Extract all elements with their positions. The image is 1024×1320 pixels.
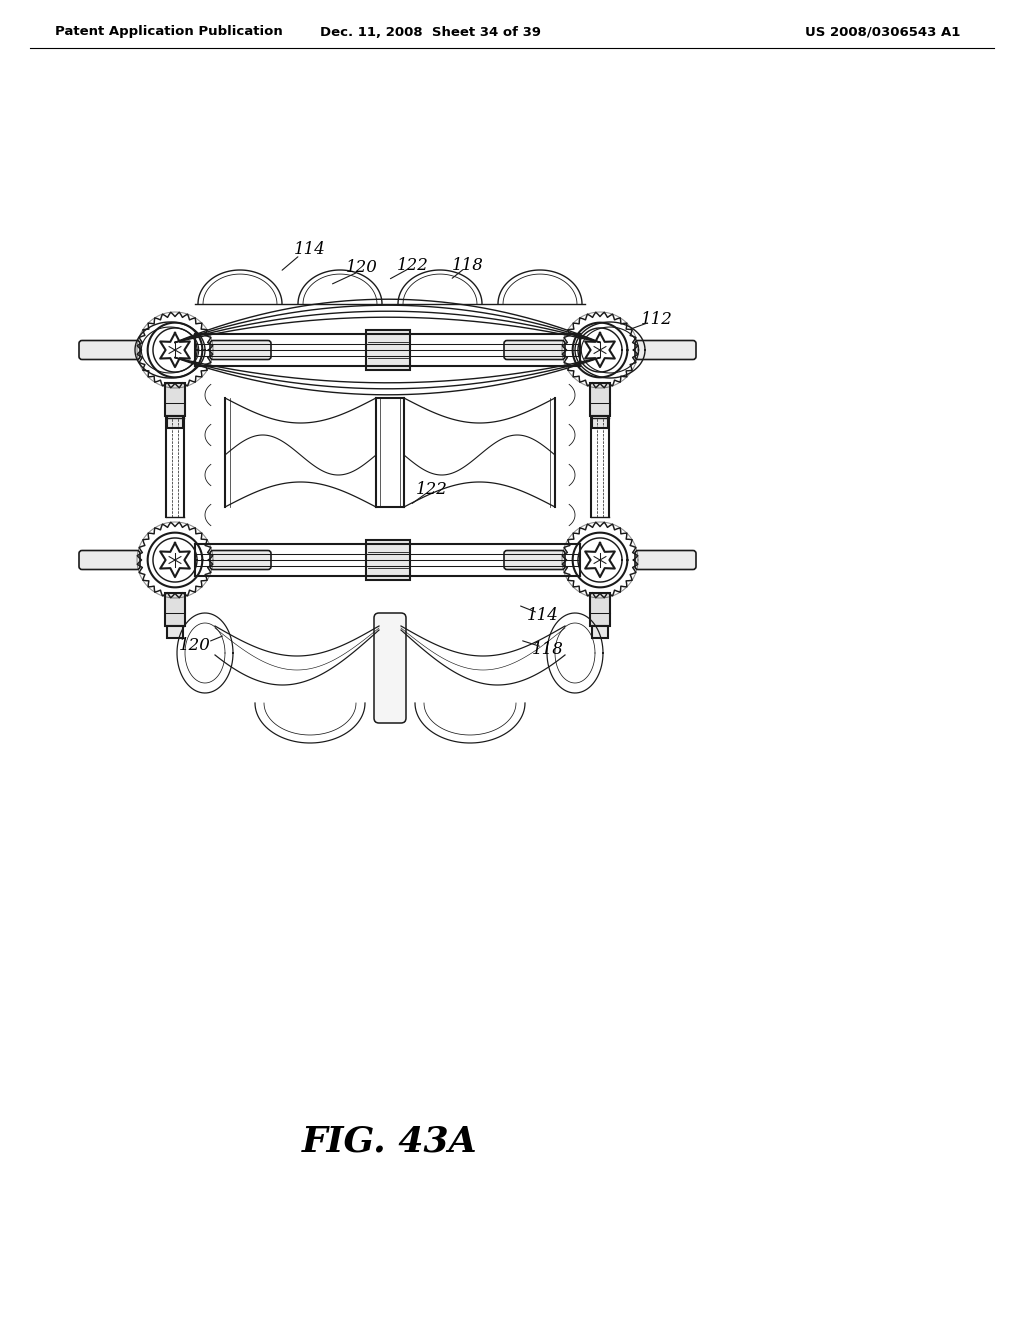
FancyBboxPatch shape — [79, 341, 140, 359]
Text: Dec. 11, 2008  Sheet 34 of 39: Dec. 11, 2008 Sheet 34 of 39 — [319, 25, 541, 38]
Bar — [366, 540, 410, 579]
Bar — [590, 593, 610, 626]
FancyBboxPatch shape — [504, 341, 565, 359]
Text: 120: 120 — [346, 260, 378, 276]
Text: 112: 112 — [641, 312, 673, 329]
Text: 122: 122 — [397, 256, 429, 273]
Text: 118: 118 — [532, 642, 564, 659]
FancyBboxPatch shape — [210, 550, 271, 569]
Text: FIG. 43A: FIG. 43A — [302, 1125, 478, 1159]
Text: 114: 114 — [527, 606, 559, 623]
Text: 114: 114 — [294, 242, 326, 259]
FancyBboxPatch shape — [635, 550, 696, 569]
Bar — [167, 416, 183, 428]
FancyBboxPatch shape — [374, 612, 406, 723]
Text: 118: 118 — [452, 256, 484, 273]
FancyBboxPatch shape — [210, 341, 271, 359]
Bar — [590, 383, 610, 416]
Bar — [165, 593, 185, 626]
FancyBboxPatch shape — [504, 550, 565, 569]
Bar — [592, 626, 608, 638]
Text: Patent Application Publication: Patent Application Publication — [55, 25, 283, 38]
Text: 122: 122 — [416, 482, 447, 499]
FancyBboxPatch shape — [635, 341, 696, 359]
FancyBboxPatch shape — [79, 550, 140, 569]
Bar — [165, 383, 185, 416]
Bar — [592, 416, 608, 428]
Text: US 2008/0306543 A1: US 2008/0306543 A1 — [805, 25, 961, 38]
Text: 120: 120 — [179, 636, 211, 653]
Bar — [366, 330, 410, 370]
Bar — [167, 626, 183, 638]
